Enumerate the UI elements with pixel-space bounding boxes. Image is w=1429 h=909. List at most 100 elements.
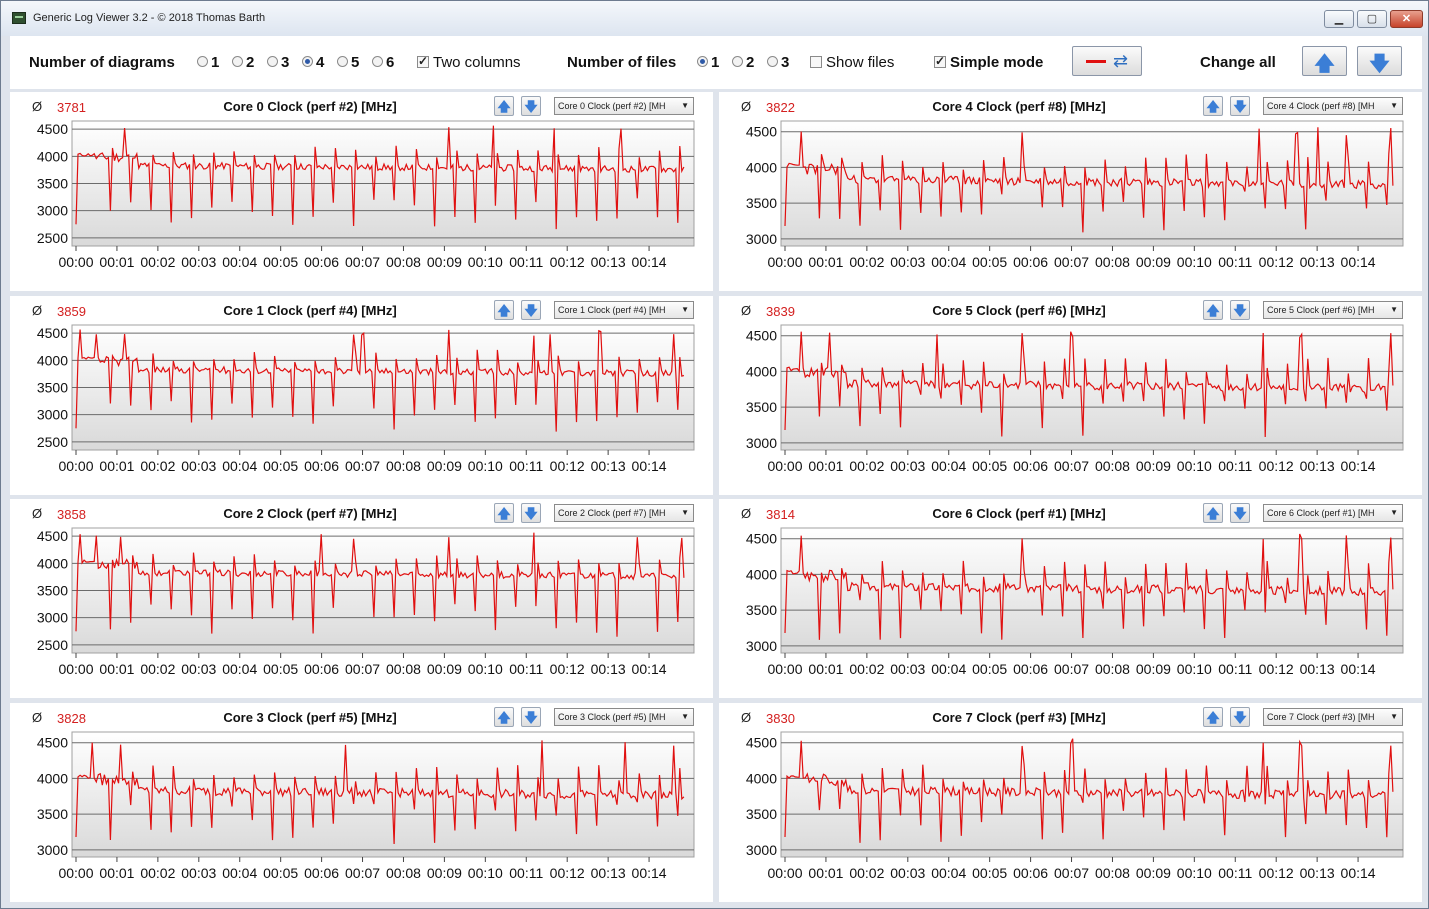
signal-select[interactable]: Core 5 Clock (perf #6) [MH ▼	[1263, 301, 1403, 319]
signal-down-button[interactable]: 🡇	[1230, 707, 1250, 727]
signal-down-button[interactable]: 🡇	[521, 300, 541, 320]
diagrams-radio-3[interactable]: 3	[267, 54, 289, 71]
diagram-title: Core 3 Clock (perf #5) [MHz]	[223, 710, 397, 725]
x-tick-label: 00:03	[890, 865, 925, 881]
arrow-down-icon: 🡇	[1233, 303, 1247, 318]
two-columns-checkbox[interactable]: Two columns	[417, 54, 521, 71]
change-all-down-button[interactable]: 🡇	[1357, 46, 1402, 76]
x-tick-label: 00:02	[140, 865, 175, 881]
average-value: 3859	[57, 304, 86, 319]
signal-up-button[interactable]: 🡅	[1203, 96, 1223, 116]
signal-up-button[interactable]: 🡅	[494, 503, 514, 523]
title-bar[interactable]: Generic Log Viewer 3.2 - © 2018 Thomas B…	[1, 1, 1428, 36]
average-value: 3858	[57, 507, 86, 522]
signal-down-button[interactable]: 🡇	[1230, 96, 1250, 116]
average-value: 3781	[57, 100, 86, 115]
average-value: 3830	[766, 711, 795, 726]
files-radio-3[interactable]: 3	[767, 54, 789, 71]
x-tick-label: 00:07	[345, 458, 380, 474]
chevron-down-icon: ▼	[1390, 101, 1398, 110]
x-tick-label: 00:03	[181, 661, 216, 677]
signal-up-button[interactable]: 🡅	[1203, 300, 1223, 320]
x-tick-label: 00:03	[181, 254, 216, 270]
x-tick-label: 00:04	[222, 661, 257, 677]
signal-up-button[interactable]: 🡅	[494, 707, 514, 727]
x-tick-label: 00:05	[972, 458, 1007, 474]
diagram-title: Core 6 Clock (perf #1) [MHz]	[932, 506, 1106, 521]
change-all-up-button[interactable]: 🡅	[1302, 46, 1347, 76]
signal-select[interactable]: Core 3 Clock (perf #5) [MH ▼	[554, 708, 694, 726]
signal-down-button[interactable]: 🡇	[1230, 503, 1250, 523]
simple-mode-checkbox[interactable]: Simple mode	[934, 54, 1043, 71]
x-tick-label: 00:05	[263, 661, 298, 677]
x-tick-label: 00:11	[509, 458, 543, 474]
files-radio-2[interactable]: 2	[732, 54, 754, 71]
signal-select[interactable]: Core 7 Clock (perf #3) [MH ▼	[1263, 708, 1403, 726]
diagrams-radio-label: 1	[211, 54, 220, 71]
signal-down-button[interactable]: 🡇	[521, 503, 541, 523]
signal-select[interactable]: Core 6 Clock (perf #1) [MH ▼	[1263, 504, 1403, 522]
signal-select-value: Core 0 Clock (perf #2) [MH	[558, 101, 666, 111]
line-chart: 2500 3000 3500 4000 4500 00:00 00:01 00:02 00:03…	[37, 527, 695, 677]
x-tick-label: 00:14	[1341, 458, 1376, 474]
signal-up-button[interactable]: 🡅	[1203, 503, 1223, 523]
app-icon	[12, 12, 26, 24]
y-tick-label: 3000	[37, 610, 68, 626]
diagrams-radio-2[interactable]: 2	[232, 54, 254, 71]
diagrams-radio-1[interactable]: 1	[197, 54, 219, 71]
y-tick-label: 4000	[746, 363, 777, 379]
arrow-down-icon: 🡇	[524, 303, 538, 318]
minimize-button[interactable]: ▁	[1324, 10, 1354, 28]
y-tick-label: 3000	[746, 842, 777, 858]
average-symbol: Ø	[32, 710, 43, 725]
diagram-panel: Ø 3830 Core 7 Clock (perf #3) [MHz] 🡅 🡇 Core …	[719, 703, 1422, 902]
diagram-title: Core 2 Clock (perf #7) [MHz]	[223, 506, 397, 521]
y-tick-label: 4000	[37, 555, 68, 571]
diagram-title: Core 7 Clock (perf #3) [MHz]	[932, 710, 1106, 725]
x-tick-label: 00:04	[931, 254, 966, 270]
x-tick-label: 00:05	[263, 254, 298, 270]
signal-down-button[interactable]: 🡇	[521, 96, 541, 116]
radio-icon	[732, 56, 743, 67]
signal-select[interactable]: Core 2 Clock (perf #7) [MH ▼	[554, 504, 694, 522]
signal-select[interactable]: Core 0 Clock (perf #2) [MH ▼	[554, 97, 694, 115]
signal-up-button[interactable]: 🡅	[494, 300, 514, 320]
diagrams-radio-4[interactable]: 4	[302, 54, 324, 71]
show-files-checkbox[interactable]: Show files	[810, 54, 894, 71]
y-tick-label: 4000	[746, 159, 777, 175]
x-tick-label: 00:12	[1259, 458, 1294, 474]
clock-series-line	[784, 738, 1394, 843]
signal-select[interactable]: Core 1 Clock (perf #4) [MH ▼	[554, 301, 694, 319]
diagrams-radio-5[interactable]: 5	[337, 54, 359, 71]
signal-down-button[interactable]: 🡇	[521, 707, 541, 727]
num-diagrams-label: Number of diagrams	[29, 54, 175, 71]
close-button[interactable]: ✕	[1390, 10, 1423, 28]
x-tick-label: 00:10	[1177, 458, 1212, 474]
refresh-cycle-icon: ⇄	[1113, 51, 1129, 71]
x-tick-label: 00:05	[972, 254, 1007, 270]
checkbox-checked-icon	[417, 54, 429, 68]
radio-icon	[232, 56, 243, 67]
x-tick-label: 00:14	[632, 458, 667, 474]
x-tick-label: 00:11	[509, 254, 543, 270]
signal-up-button[interactable]: 🡅	[494, 96, 514, 116]
files-radio-label: 3	[781, 54, 790, 71]
maximize-button[interactable]: ▢	[1357, 10, 1387, 28]
signal-select[interactable]: Core 4 Clock (perf #8) [MH ▼	[1263, 97, 1403, 115]
y-tick-label: 3000	[37, 407, 68, 423]
y-tick-label: 4000	[746, 566, 777, 582]
x-tick-label: 00:09	[427, 254, 462, 270]
signal-up-button[interactable]: 🡅	[1203, 707, 1223, 727]
line-style-button[interactable]: ⇄	[1072, 46, 1142, 76]
arrow-up-icon: 🡅	[497, 99, 511, 114]
average-value: 3828	[57, 711, 86, 726]
files-radio-1[interactable]: 1	[697, 54, 719, 71]
x-tick-label: 00:13	[1300, 458, 1335, 474]
line-chart: 3000 3500 4000 4500 00:00 00:01 00:02 00:03 00:0…	[746, 527, 1404, 677]
diagrams-radio-6[interactable]: 6	[372, 54, 394, 71]
x-tick-label: 00:00	[767, 865, 802, 881]
diagram-panel: Ø 3858 Core 2 Clock (perf #7) [MHz] 🡅 🡇 Core …	[10, 499, 713, 698]
signal-down-button[interactable]: 🡇	[1230, 300, 1250, 320]
x-tick-label: 00:02	[849, 458, 884, 474]
line-chart: 3000 3500 4000 4500 00:00 00:01 00:02 00:03 00:0…	[746, 120, 1404, 270]
